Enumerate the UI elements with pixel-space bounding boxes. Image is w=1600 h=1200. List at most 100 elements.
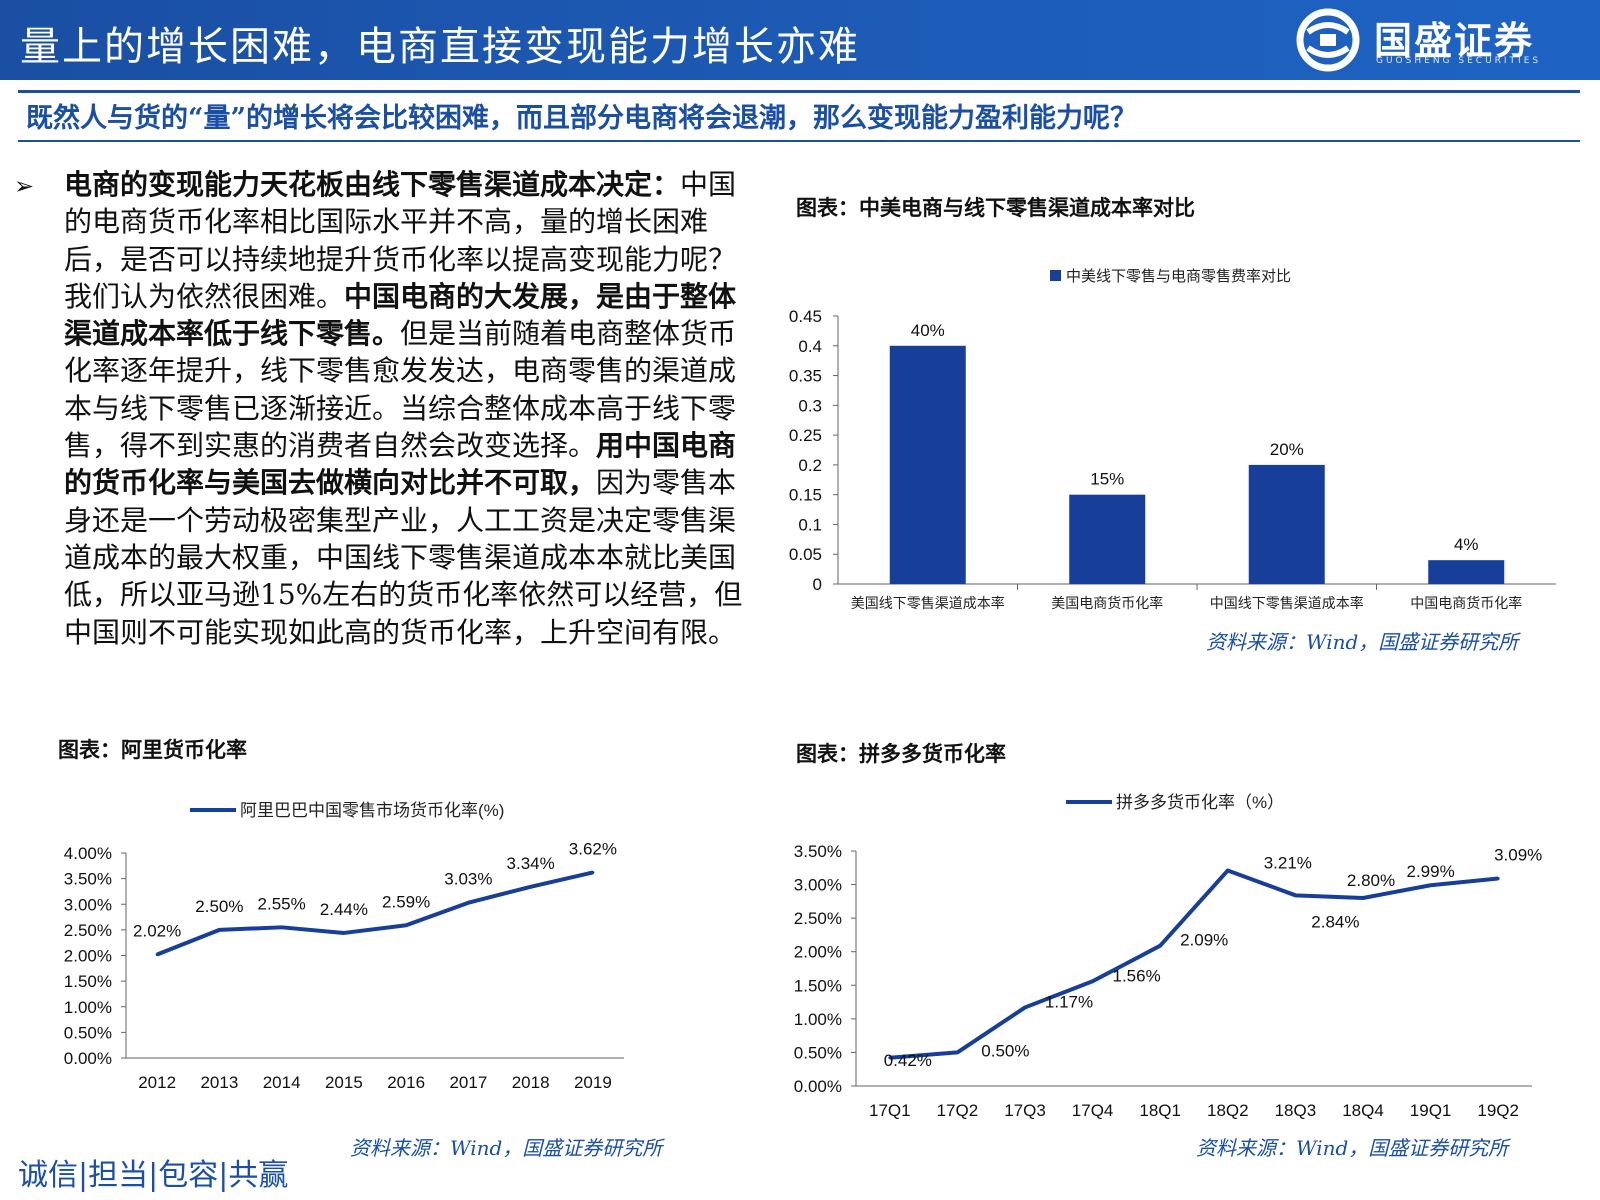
- bar-chart-source: 资料来源：Wind，国盛证券研究所: [1206, 630, 1519, 654]
- x-tick-label: 19Q1: [1410, 1101, 1452, 1120]
- pdd-chart-source: 资料来源：Wind，国盛证券研究所: [1196, 1136, 1509, 1160]
- body-segment: 因为零售本身还是一个劳动极密集型产业，人工工资是决定零售渠道成本的最大权重，中国…: [64, 466, 743, 649]
- logo: 国盛证券 GUOSHENG SECURITIES: [1290, 6, 1590, 74]
- data-point: [217, 928, 221, 932]
- x-tick-label: 2013: [200, 1073, 238, 1092]
- page-title: 量上的增长困难，电商直接变现能力增长亦难: [20, 24, 860, 70]
- data-label: 1.56%: [1112, 966, 1160, 985]
- x-tick-label: 2015: [325, 1073, 363, 1092]
- data-point: [529, 885, 533, 889]
- x-tick-label: 美国电商货币化率: [1051, 595, 1163, 611]
- bar-chart-caption: 图表：中美电商与线下零售渠道成本率对比: [796, 195, 1195, 220]
- logo-name: 国盛证券: [1374, 18, 1535, 63]
- data-point: [1226, 868, 1230, 872]
- data-point: [404, 923, 408, 927]
- data-point: [342, 931, 346, 935]
- x-tick-label: 中国电商货币化率: [1410, 595, 1522, 611]
- data-label: 15%: [1090, 470, 1124, 489]
- y-tick-label: 4.00%: [64, 844, 112, 863]
- legend-swatch: [1050, 270, 1061, 281]
- subheader: 既然人与货的“量”的增长将会比较困难，而且部分电商将会退潮，那么变现能力盈利能力…: [26, 103, 1138, 134]
- data-point: [1158, 944, 1162, 948]
- x-tick-label: 2012: [138, 1073, 176, 1092]
- header-bar: 量上的增长困难，电商直接变现能力增长亦难 国盛证券 GUOSHENG SECUR…: [0, 0, 1600, 80]
- data-point: [591, 870, 595, 874]
- y-tick-label: 0.4: [798, 337, 822, 356]
- data-label: 3.03%: [444, 870, 492, 889]
- y-tick-label: 0.35: [789, 367, 822, 386]
- y-tick-label: 0.15: [789, 486, 822, 505]
- data-label: 2.84%: [1311, 912, 1359, 931]
- y-tick-label: 0.45: [789, 307, 822, 326]
- data-label: 0.42%: [884, 1051, 932, 1070]
- bar: [1069, 494, 1146, 584]
- y-tick-label: 3.00%: [64, 895, 112, 914]
- data-label: 0.50%: [981, 1041, 1029, 1060]
- y-tick-label: 0.05: [789, 545, 822, 564]
- bar-chart: 中美线下零售与电商零售费率对比 0 0.05 0.1 0.15 0.2 0.25 0.3 0.3…: [789, 268, 1556, 611]
- legend-label: 阿里巴巴中国零售市场货币化率(%): [240, 801, 504, 820]
- y-tick-label: 3.50%: [64, 870, 112, 889]
- x-tick-label: 17Q2: [937, 1101, 979, 1120]
- logo-subtitle: GUOSHENG SECURITIES: [1376, 56, 1542, 66]
- y-tick-label: 0: [813, 575, 822, 594]
- data-label: 40%: [911, 321, 945, 340]
- x-tick-label: 18Q2: [1207, 1101, 1249, 1120]
- data-label: 2.55%: [258, 894, 306, 913]
- legend-label: 中美线下零售与电商零售费率对比: [1066, 268, 1291, 285]
- guosheng-logo-icon: [1296, 8, 1360, 72]
- bar: [889, 345, 966, 584]
- data-point: [1091, 979, 1095, 983]
- y-tick-label: 2.00%: [794, 943, 842, 962]
- data-point: [1429, 883, 1433, 887]
- data-point: [1361, 896, 1365, 900]
- series-line: [889, 868, 1499, 1060]
- data-label: 1.17%: [1045, 992, 1093, 1011]
- x-tick-label: 美国线下零售渠道成本率: [851, 595, 1005, 611]
- data-point: [888, 1056, 892, 1060]
- data-label: 2.02%: [133, 921, 181, 940]
- y-tick-label: 1.50%: [794, 976, 842, 995]
- body-segment: 中国电商的大发展，是由于整体渠道成本率低于线下零售。: [64, 279, 737, 351]
- y-tick-label: 0.00%: [64, 1049, 112, 1068]
- data-label: 2.99%: [1406, 862, 1454, 881]
- data-label: 2.44%: [320, 900, 368, 919]
- y-tick-label: 2.50%: [64, 921, 112, 940]
- body-segment: 电商的变现能力天花板由线下零售渠道成本决定：: [64, 168, 681, 201]
- data-label: 2.09%: [1180, 931, 1228, 950]
- y-tick-label: 2.50%: [794, 909, 842, 928]
- data-label: 2.59%: [382, 892, 430, 911]
- y-tick-label: 0.50%: [794, 1043, 842, 1062]
- data-point: [466, 901, 470, 905]
- data-label: 2.50%: [195, 897, 243, 916]
- y-tick-label: 0.25: [789, 426, 822, 445]
- data-label: 4%: [1454, 535, 1479, 554]
- data-label: 3.21%: [1264, 853, 1312, 872]
- x-tick-label: 2018: [512, 1073, 550, 1092]
- data-label: 3.09%: [1494, 846, 1542, 865]
- y-tick-label: 3.00%: [794, 876, 842, 895]
- x-tick-label: 2016: [387, 1073, 425, 1092]
- x-tick-label: 18Q1: [1139, 1101, 1181, 1120]
- body-segment: 但是当前随着电商整体货币化率逐年提升，线下零售愈发发达，电商零售的渠道成本与线下…: [64, 317, 737, 463]
- data-label: 2.80%: [1347, 871, 1395, 890]
- data-label: 3.62%: [569, 839, 617, 858]
- ali-chart-source: 资料来源：Wind，国盛证券研究所: [350, 1136, 663, 1160]
- y-tick-label: 1.00%: [64, 998, 112, 1017]
- x-tick-label: 2019: [574, 1073, 612, 1092]
- data-label: 3.34%: [507, 854, 555, 873]
- x-tick-label: 18Q3: [1275, 1101, 1317, 1120]
- data-point: [155, 952, 159, 956]
- y-tick-label: 0.2: [798, 456, 822, 475]
- body-segment: 用中国电商的货币化率与美国去做横向对比并不可取，: [64, 429, 737, 500]
- pdd-chart-caption: 图表：拼多多货币化率: [796, 741, 1006, 766]
- footer-slogan: 诚信|担当|包容|共赢: [18, 1158, 289, 1193]
- body-paragraph: 电商的变现能力天花板由线下零售渠道成本决定：中国的电商货币化率相比国际水平并不高…: [64, 166, 744, 651]
- y-tick-label: 0.3: [798, 396, 822, 415]
- ali-line-chart: 阿里巴巴中国零售市场货币化率(%) 0.00% 0.50% 1.00% 1.50% 2.0…: [64, 801, 624, 1092]
- x-tick-label: 2017: [449, 1073, 487, 1092]
- legend-label: 拼多多货币化率（%）: [1116, 793, 1284, 812]
- bar: [1248, 464, 1325, 584]
- bar: [1428, 560, 1505, 584]
- x-tick-label: 2014: [263, 1073, 301, 1092]
